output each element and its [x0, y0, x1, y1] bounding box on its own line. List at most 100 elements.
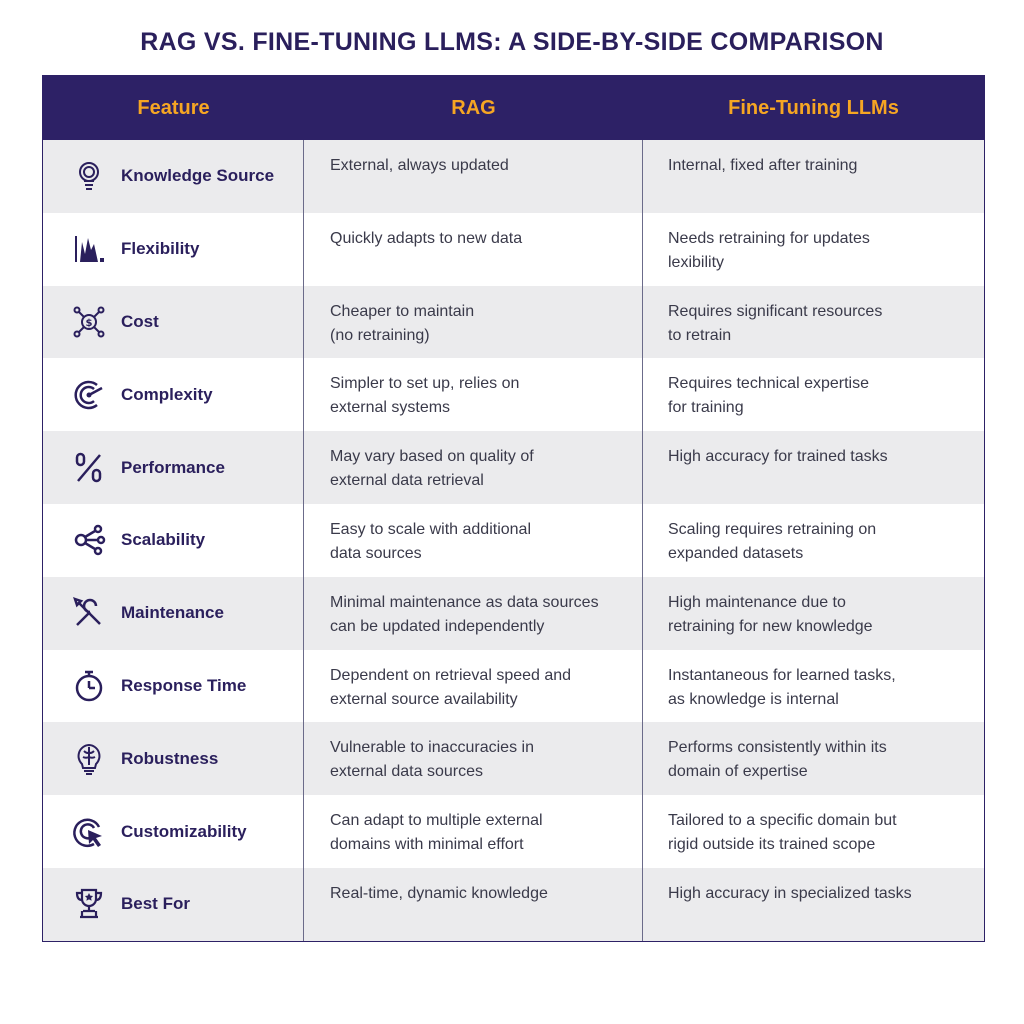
- table-row: Scalability Easy to scale with additiona…: [43, 503, 984, 577]
- fine-tuning-cell: Instantaneous for learned tasks, as knowl…: [643, 650, 984, 723]
- rag-cell: Easy to scale with additional data source…: [304, 503, 643, 577]
- feature-cell: Knowledge Source: [43, 140, 304, 213]
- feature-cell: Performance: [43, 431, 304, 504]
- rag-cell: Quickly adapts to new data: [304, 212, 643, 286]
- brain-bulb-icon: [71, 741, 107, 777]
- rag-line: external source availability: [330, 690, 518, 708]
- ft-line: High accuracy for trained tasks: [668, 448, 888, 466]
- feature-cell: Response Time: [43, 649, 304, 723]
- rag-cell: May vary based on quality of external dat…: [304, 431, 643, 504]
- rag-line: May vary based on quality of: [330, 448, 534, 466]
- svg-text:$: $: [86, 318, 93, 329]
- feature-label: Maintenance: [121, 603, 224, 623]
- trophy-icon: [71, 886, 107, 922]
- rag-line: external data retrieval: [330, 472, 484, 490]
- rag-cell: External, always updated: [304, 140, 643, 213]
- rag-line: Vulnerable to inaccuracies in: [330, 739, 534, 757]
- target-cursor-icon: [71, 814, 107, 850]
- fine-tuning-cell: Tailored to a specific domain but rigid o…: [643, 795, 984, 868]
- table-row: Maintenance Minimal maintenance as data …: [43, 576, 984, 650]
- rag-cell: Dependent on retrieval speed and external…: [304, 649, 643, 723]
- feature-label: Best For: [121, 894, 190, 914]
- ft-line: expanded datasets: [668, 544, 804, 562]
- rag-cell: Minimal maintenance as data sources can b…: [304, 576, 643, 650]
- fine-tuning-cell: High accuracy for trained tasks: [643, 431, 984, 504]
- table-row: Performance May vary based on quality of…: [43, 431, 984, 504]
- bar-chart-icon: [71, 231, 107, 267]
- dollar-network-icon: $: [71, 304, 107, 340]
- rag-line: Dependent on retrieval speed and: [330, 666, 572, 684]
- fine-tuning-cell: Requires significant resources to retrain: [643, 286, 984, 359]
- table-header: Feature RAG Fine-Tuning LLMs: [43, 76, 984, 140]
- table-row: Flexibility Quickly adapts to new data N…: [43, 212, 984, 286]
- rag-line: (no retraining): [330, 326, 430, 344]
- table-row: $ Cost Cheaper to maintain (no retraining…: [43, 285, 984, 359]
- target-icon: [71, 377, 107, 413]
- header-rag: RAG: [451, 96, 496, 119]
- table-row: Response Time Dependent on retrieval spe…: [43, 649, 984, 723]
- ft-line: Scaling requires retraining on: [668, 520, 877, 538]
- feature-label: Robustness: [121, 748, 219, 768]
- rag-cell: Cheaper to maintain (no retraining): [304, 285, 643, 359]
- fine-tuning-cell: Requires technical expertise for training: [643, 358, 984, 431]
- rag-cell: Can adapt to multiple external domains wi…: [304, 795, 643, 868]
- table-row: Knowledge Source External, always update…: [43, 140, 984, 213]
- ft-line: High accuracy in specialized tasks: [668, 884, 912, 902]
- ft-line: Instantaneous for learned tasks,: [668, 666, 896, 684]
- ft-line: to retrain: [668, 326, 732, 344]
- feature-label: Flexibility: [121, 239, 200, 259]
- feature-cell: Complexity: [43, 358, 304, 432]
- fine-tuning-cell: Internal, fixed after training: [643, 140, 984, 213]
- feature-label: Scalability: [121, 530, 206, 550]
- rag-cell: Vulnerable to inaccuracies in external da…: [304, 722, 643, 796]
- header-feature: Feature: [137, 96, 210, 119]
- page-title: RAG VS. FINE-TUNING LLMS: A SIDE-BY-SIDE…: [140, 28, 884, 56]
- rag-line: domains with minimal effort: [330, 836, 524, 854]
- share-nodes-icon: [71, 522, 107, 558]
- feature-cell: Robustness: [43, 722, 304, 796]
- table-row: Customizability Can adapt to multiple ex…: [43, 795, 984, 868]
- rag-line: Cheaper to maintain: [330, 302, 475, 320]
- comparison-table: Feature RAG Fine-Tuning LLMs Knowledge S…: [42, 75, 985, 942]
- table-row: Complexity Simpler to set up, relies on e…: [43, 358, 984, 432]
- ft-line: Requires significant resources: [668, 302, 883, 320]
- rag-line: Simpler to set up, relies on: [330, 375, 520, 393]
- ft-line: High maintenance due to: [668, 593, 846, 611]
- ft-line: for training: [668, 399, 744, 417]
- table-row: Robustness Vulnerable to inaccuracies in…: [43, 722, 984, 796]
- ft-line: Internal, fixed after training: [668, 157, 858, 174]
- rag-line: Real-time, dynamic knowledge: [330, 884, 548, 902]
- feature-label: Response Time: [121, 675, 247, 695]
- stopwatch-icon: [71, 668, 107, 704]
- rag-line: Minimal maintenance as data sources: [330, 593, 599, 611]
- ft-line: Requires technical expertise: [668, 375, 869, 393]
- ft-line: lexibility: [668, 253, 725, 271]
- ft-line: Needs retraining for updates: [668, 229, 870, 247]
- feature-label: Complexity: [121, 384, 213, 404]
- feature-cell: Scalability: [43, 503, 304, 577]
- feature-cell: Customizability: [43, 795, 304, 868]
- rag-line: External, always updated: [330, 157, 509, 174]
- ft-line: domain of expertise: [668, 763, 808, 781]
- feature-cell: Flexibility: [43, 212, 304, 286]
- table-row: Best For Real-time, dynamic knowledge Hi…: [43, 867, 984, 941]
- fine-tuning-cell: Performs consistently within its domain o…: [643, 722, 984, 795]
- ft-line: retraining for new knowledge: [668, 617, 873, 635]
- header-fine-tuning: Fine-Tuning LLMs: [728, 96, 899, 119]
- rag-line: Easy to scale with additional: [330, 520, 531, 538]
- fine-tuning-cell: Needs retraining for updates lexibility: [643, 213, 984, 286]
- ft-line: as knowledge is internal: [668, 690, 839, 708]
- rag-line: data sources: [330, 544, 422, 562]
- tools-icon: [71, 595, 107, 631]
- rag-cell: Simpler to set up, relies on external sys…: [304, 358, 643, 432]
- rag-cell: Real-time, dynamic knowledge: [304, 867, 643, 941]
- ft-line: rigid outside its trained scope: [668, 836, 876, 854]
- table-body: Knowledge Source External, always update…: [43, 140, 984, 941]
- rag-line: Can adapt to multiple external: [330, 812, 543, 830]
- feature-cell: $ Cost: [43, 285, 304, 359]
- percent-icon: [71, 450, 107, 486]
- feature-cell: Maintenance: [43, 576, 304, 650]
- rag-line: external data sources: [330, 763, 483, 781]
- fine-tuning-cell: Scaling requires retraining on expanded d…: [643, 504, 984, 577]
- feature-label: Cost: [121, 311, 159, 331]
